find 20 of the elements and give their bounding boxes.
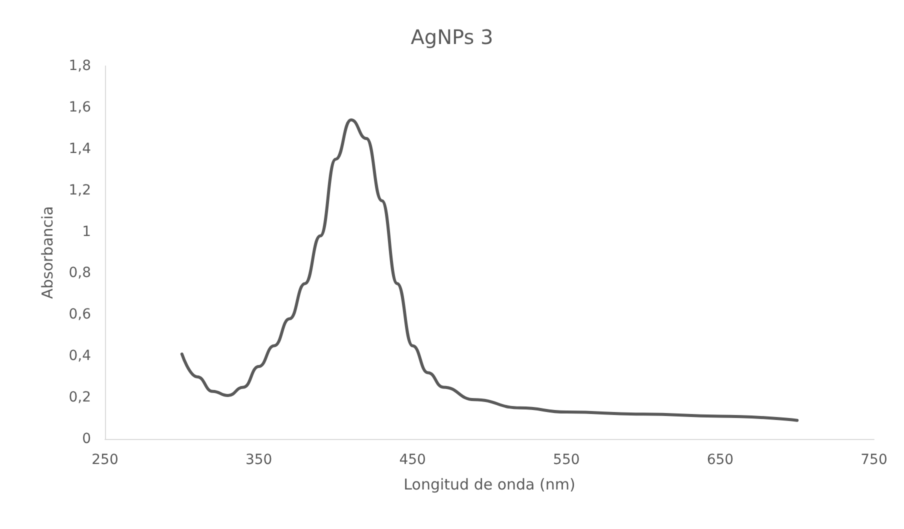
y-tick-label: 0 [82, 431, 91, 447]
line-series [180, 118, 799, 422]
y-tick-label: 1,2 [68, 182, 91, 198]
y-tick-label: 0,2 [68, 390, 91, 406]
x-tick-label: 550 [553, 452, 580, 468]
y-tick-label: 1,6 [68, 99, 92, 116]
y-tick-label: 1 [82, 224, 91, 240]
y-tick-label: 1,4 [68, 140, 92, 157]
x-tick-label: 350 [245, 452, 272, 468]
y-tick-label: 0,4 [68, 348, 92, 364]
x-tick-label: 650 [706, 452, 734, 468]
y-tick-label: 1,8 [68, 58, 91, 74]
y-axis-title: Absorbancia [38, 206, 56, 299]
x-tick-label: 750 [860, 452, 888, 468]
y-tick-label: 0,8 [68, 265, 91, 282]
x-axis-title: Longitud de onda (nm) [404, 476, 576, 494]
chart-title: AgNPs 3 [410, 25, 494, 49]
y-tick-label: 0,6 [68, 306, 92, 323]
x-tick-label: 250 [92, 452, 118, 468]
x-tick-label: 450 [399, 452, 426, 468]
